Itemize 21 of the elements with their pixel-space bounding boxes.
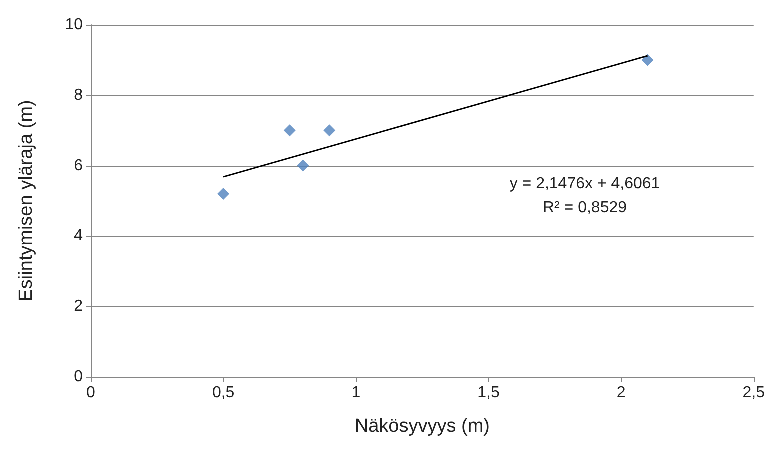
y-tick-label: 10: [65, 16, 84, 34]
annotation: R² = 0,8529: [542, 200, 628, 216]
y-tick-label: 0: [74, 368, 84, 386]
point: [642, 54, 654, 66]
point: [284, 124, 296, 137]
x-tick-label: 2: [616, 384, 626, 402]
annotation: y = 2,1476x + 4,6061: [510, 176, 660, 192]
x-tick-label: 0: [86, 384, 96, 402]
y-tick-label: 4: [74, 228, 84, 245]
x-tick-label: 1: [352, 384, 361, 402]
point: [218, 188, 230, 200]
x-tick-label: 2,5: [742, 384, 766, 402]
y-tick-label: 8: [74, 86, 84, 104]
x-tick-label: 0,5: [212, 384, 235, 402]
x-axis-title: Näkösyvyys (m): [354, 416, 490, 437]
y-axis-title: Esiintymisen yläraja (m): [16, 100, 37, 302]
y-tick-label: 2: [74, 298, 84, 316]
point: [297, 160, 310, 172]
x-tick-label: 1,5: [478, 384, 500, 402]
y-tick-label: 6: [74, 157, 84, 174]
point: [324, 124, 336, 137]
